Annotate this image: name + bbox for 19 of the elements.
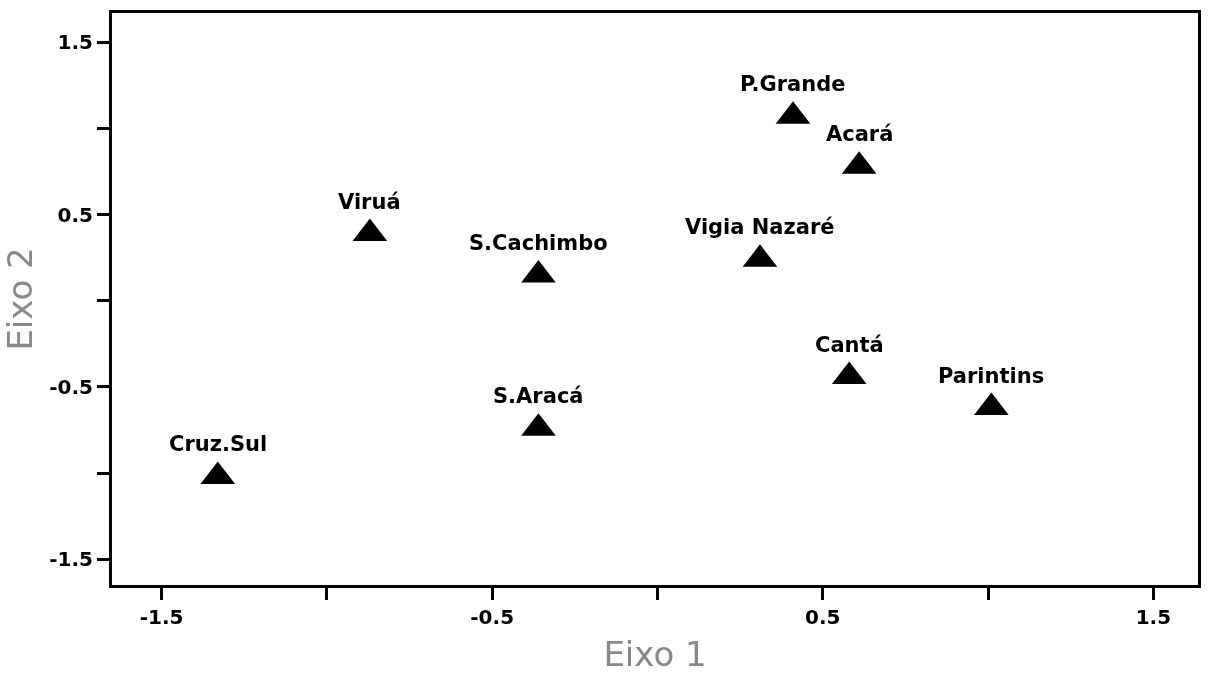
y-axis-title: Eixo 2 bbox=[0, 247, 40, 351]
y-tick-label: 0.5 bbox=[57, 202, 93, 227]
annotation: Vigia Nazaré bbox=[685, 215, 835, 239]
annotation: Acará bbox=[826, 122, 894, 146]
annotation: Cruz.Sul bbox=[169, 432, 268, 456]
x-tick-label: -0.5 bbox=[470, 605, 515, 629]
annotation: Cantá bbox=[815, 333, 884, 357]
annotation: Parintins bbox=[938, 364, 1045, 388]
annotation: S.Aracá bbox=[493, 384, 584, 408]
y-tick-label: 1.5 bbox=[57, 30, 93, 55]
x-tick-label: 1.5 bbox=[1135, 605, 1172, 629]
annotation: Viruá bbox=[338, 190, 401, 214]
y-tick-label: -1.5 bbox=[49, 547, 93, 572]
annotation: S.Cachimbo bbox=[469, 231, 608, 255]
x-axis-title: Eixo 1 bbox=[603, 634, 707, 675]
annotation: P.Grande bbox=[740, 72, 846, 96]
y-tick-label: -0.5 bbox=[49, 374, 93, 399]
x-tick-label: -1.5 bbox=[139, 605, 184, 629]
x-tick-label: 0.5 bbox=[805, 605, 841, 629]
